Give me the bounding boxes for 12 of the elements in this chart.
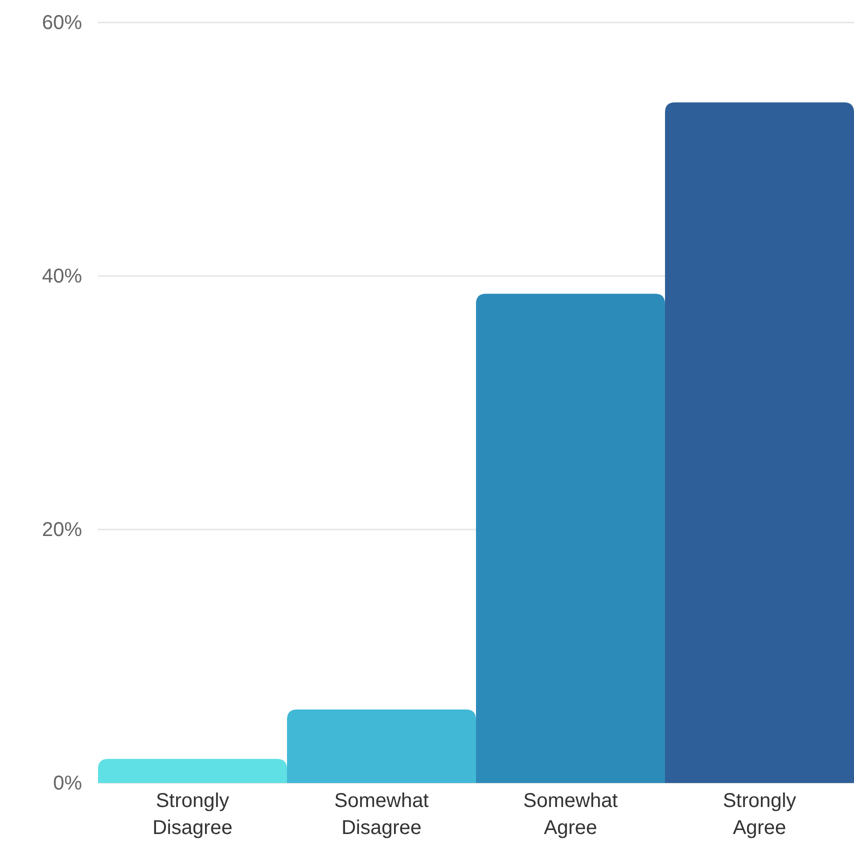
x-tick-label: Strongly Agree: [722, 790, 796, 840]
x-tick-label: Strongly Disagree: [152, 790, 233, 840]
y-tick-label: 0%: [53, 772, 82, 794]
bar: [98, 758, 287, 783]
y-tick-label: 60%: [42, 12, 82, 34]
y-tick-label: 20%: [42, 518, 82, 541]
y-tick-label: 40%: [42, 265, 82, 288]
bar: [665, 102, 854, 783]
bar: [476, 294, 665, 783]
x-tick-label: Somewhat Agree: [523, 790, 618, 840]
bar: [287, 709, 476, 783]
x-tick-label: Somewhat Disagree: [334, 790, 430, 840]
